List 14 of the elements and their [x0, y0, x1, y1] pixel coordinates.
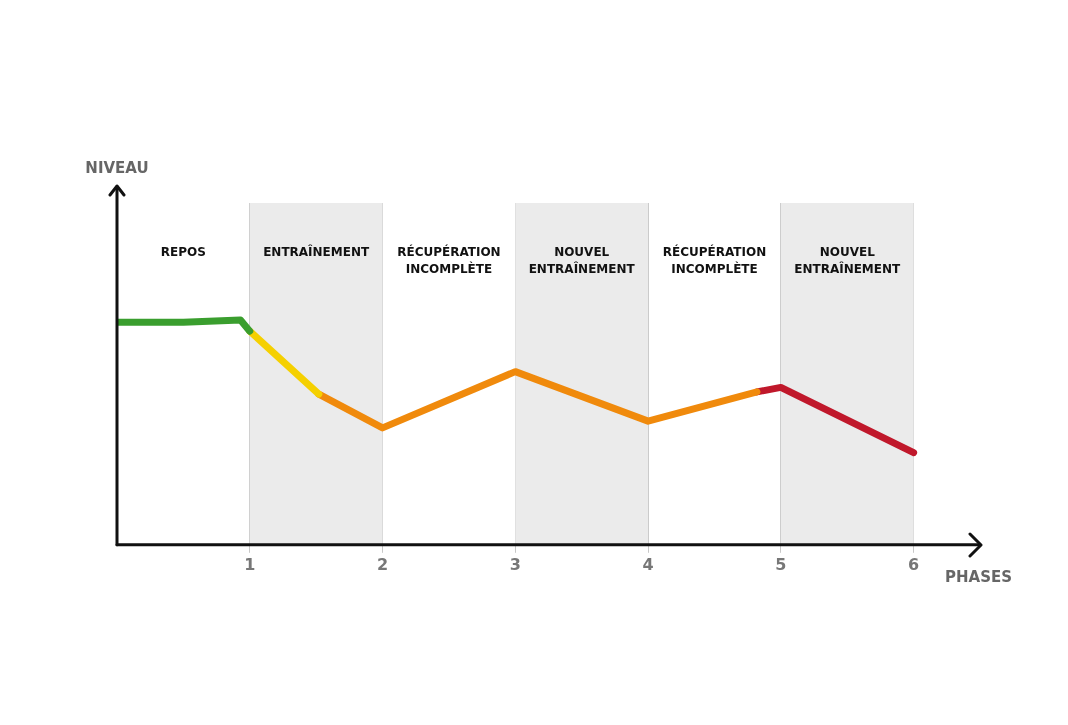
x-tick-label: 5 [775, 554, 787, 574]
text: REPOS [160, 245, 206, 260]
band-label: ENTRAÎNEMENT [263, 244, 370, 260]
x-tick-label: 4 [642, 554, 654, 574]
x-tick-label: 6 [908, 554, 920, 574]
band-label: NOUVEL ENTRAÎNEMENT [528, 245, 636, 277]
x-tick-label: 3 [509, 554, 521, 574]
text: RÉCUPÉRATION INCOMPLÈTE [397, 244, 501, 277]
text: RÉCUPÉRATION INCOMPLÈTE [662, 244, 767, 277]
x-axis-title: PHASES [945, 567, 1013, 586]
x-tick-label: 2 [376, 554, 389, 574]
text: NIVEAU [85, 158, 149, 177]
x-tick-label: 1 [244, 554, 256, 574]
band-label: NOUVEL ENTRAÎNEMENT [794, 245, 902, 277]
